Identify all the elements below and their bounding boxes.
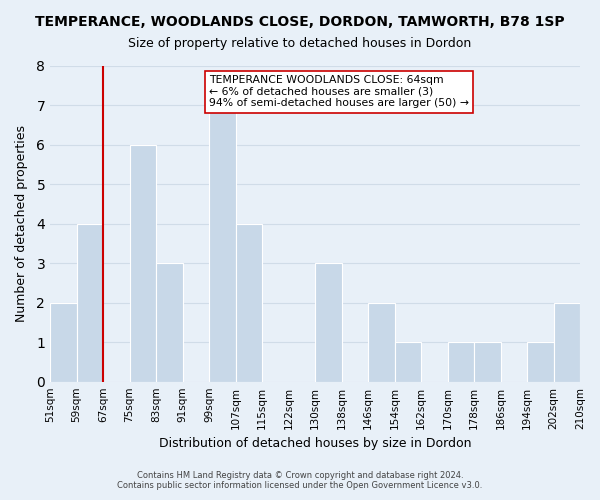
Y-axis label: Number of detached properties: Number of detached properties <box>15 125 28 322</box>
Bar <box>527 342 554 382</box>
X-axis label: Distribution of detached houses by size in Dordon: Distribution of detached houses by size … <box>159 437 471 450</box>
Bar <box>395 342 421 382</box>
Bar <box>77 224 103 382</box>
Bar <box>315 263 341 382</box>
Bar <box>448 342 474 382</box>
Bar <box>209 105 236 382</box>
Bar <box>50 302 77 382</box>
Bar <box>130 144 156 382</box>
Bar <box>554 302 580 382</box>
Bar <box>236 224 262 382</box>
Bar <box>156 263 182 382</box>
Bar <box>474 342 500 382</box>
Text: TEMPERANCE WOODLANDS CLOSE: 64sqm
← 6% of detached houses are smaller (3)
94% of: TEMPERANCE WOODLANDS CLOSE: 64sqm ← 6% o… <box>209 75 469 108</box>
Bar <box>368 302 395 382</box>
Text: TEMPERANCE, WOODLANDS CLOSE, DORDON, TAMWORTH, B78 1SP: TEMPERANCE, WOODLANDS CLOSE, DORDON, TAM… <box>35 15 565 29</box>
Text: Contains HM Land Registry data © Crown copyright and database right 2024.
Contai: Contains HM Land Registry data © Crown c… <box>118 470 482 490</box>
Text: Size of property relative to detached houses in Dordon: Size of property relative to detached ho… <box>128 38 472 51</box>
